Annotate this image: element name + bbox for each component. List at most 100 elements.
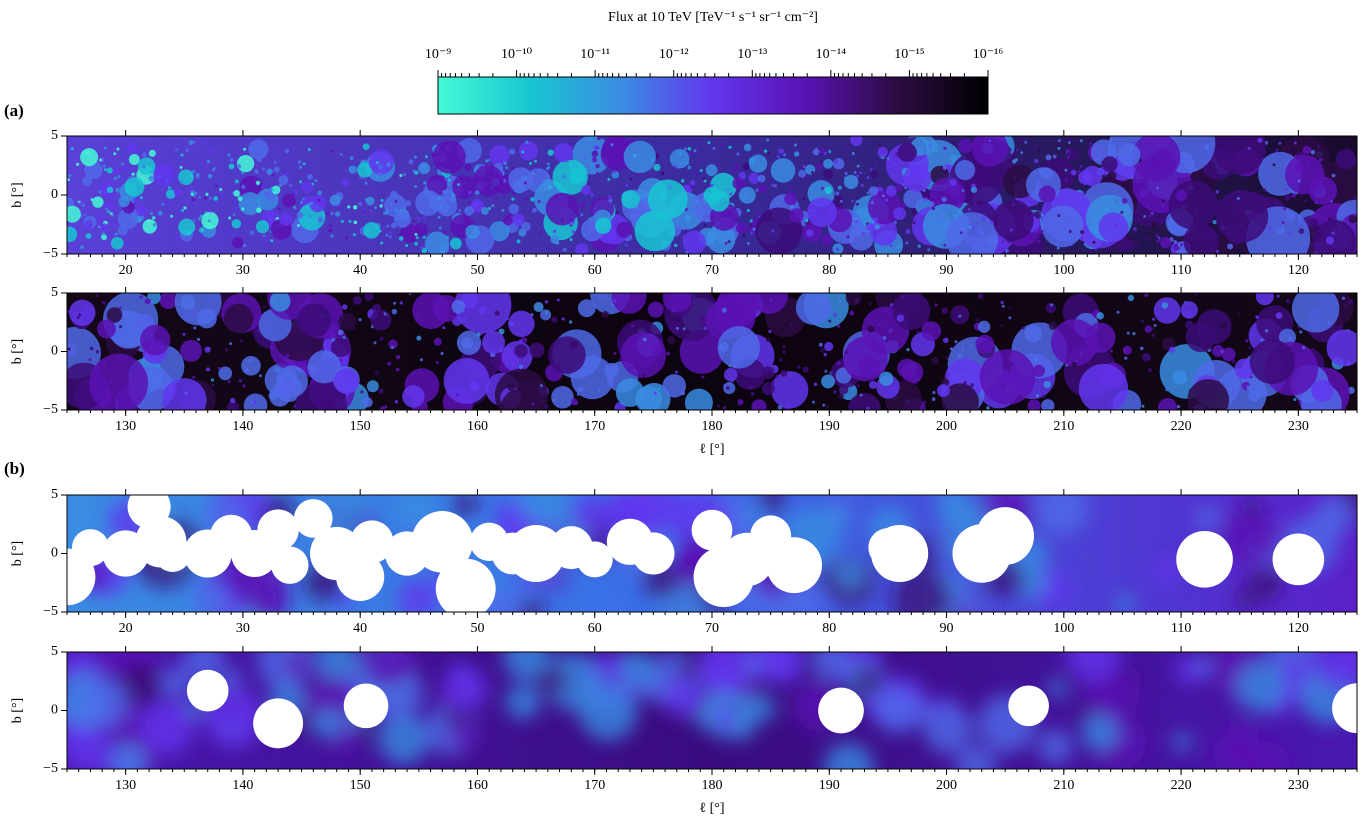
x-tick-label: 210: [1053, 778, 1074, 793]
y-axis-label: b [°]: [10, 541, 25, 566]
x-tick-label: 80: [822, 263, 836, 278]
x-tick-label: 110: [1171, 621, 1191, 636]
x-tick-label: 60: [588, 263, 602, 278]
y-tick-label: −5: [43, 402, 58, 417]
masked-source: [271, 546, 309, 584]
masked-source: [766, 537, 823, 594]
colorbar-tick-label: 10⁻¹³: [737, 47, 767, 62]
colorbar-tick-label: 10⁻¹⁴: [816, 47, 847, 62]
masked-source: [632, 532, 675, 575]
x-axis-label: ℓ [°]: [699, 801, 724, 816]
x-tick-label: 50: [470, 621, 484, 636]
sky-map: [67, 136, 1357, 254]
x-tick-label: 70: [705, 263, 719, 278]
x-tick-label: 90: [940, 263, 954, 278]
masked-source: [818, 687, 864, 734]
y-tick-label: 5: [51, 644, 58, 659]
masked-source: [507, 524, 565, 583]
x-tick-label: 230: [1288, 419, 1309, 434]
x-tick-label: 20: [119, 263, 133, 278]
colorbar-tick-label: 10⁻¹⁶: [973, 47, 1004, 62]
x-tick-label: 130: [115, 419, 136, 434]
x-tick-label: 40: [353, 621, 367, 636]
masked-source: [1332, 683, 1357, 734]
masked-source: [976, 507, 1035, 565]
x-tick-label: 230: [1288, 778, 1309, 793]
diffuse-emission: [67, 652, 1357, 769]
colorbar-tick-label: 10⁻¹⁰: [501, 47, 533, 62]
masked-source: [293, 499, 333, 538]
x-tick-label: 180: [702, 778, 723, 793]
masked-source: [186, 669, 229, 712]
masked-source: [411, 511, 474, 573]
x-tick-label: 160: [467, 778, 488, 793]
panel-label: (a): [4, 101, 24, 120]
x-tick-label: 140: [232, 419, 253, 434]
x-tick-label: 50: [470, 263, 484, 278]
x-tick-label: 120: [1288, 263, 1309, 278]
y-tick-label: −5: [43, 761, 58, 776]
sky-map: [67, 293, 1357, 410]
x-tick-label: 190: [819, 778, 840, 793]
y-tick-label: 0: [51, 703, 58, 718]
colorbar-tick-label: 10⁻⁹: [425, 47, 451, 62]
x-tick-label: 210: [1053, 419, 1074, 434]
y-tick-label: −5: [43, 246, 58, 261]
x-tick-label: 160: [467, 419, 488, 434]
x-axis-label: ℓ [°]: [699, 442, 724, 457]
y-tick-label: 5: [51, 487, 58, 502]
x-tick-label: 30: [236, 621, 250, 636]
x-tick-label: 40: [353, 263, 367, 278]
x-tick-label: 130: [115, 778, 136, 793]
x-tick-label: 30: [236, 263, 250, 278]
y-tick-label: 0: [51, 546, 58, 561]
y-tick-label: 5: [51, 128, 58, 143]
x-tick-label: 150: [350, 778, 371, 793]
x-tick-label: 110: [1171, 263, 1191, 278]
x-tick-label: 150: [350, 419, 371, 434]
y-axis-label: b [°]: [10, 182, 25, 207]
colorbar-tick-label: 10⁻¹¹: [580, 47, 610, 62]
masked-source: [71, 529, 109, 567]
sky-map: [67, 652, 1357, 769]
x-tick-label: 200: [936, 778, 957, 793]
x-tick-label: 170: [584, 778, 605, 793]
x-tick-label: 200: [936, 419, 957, 434]
y-axis-label: b [°]: [10, 698, 25, 723]
colorbar-tick-label: 10⁻¹²: [659, 47, 689, 62]
x-tick-label: 90: [940, 621, 954, 636]
masked-source: [1176, 531, 1233, 588]
masked-source: [1008, 685, 1049, 727]
x-tick-label: 170: [584, 419, 605, 434]
y-tick-label: 0: [51, 187, 58, 202]
y-axis-label: b [°]: [10, 339, 25, 364]
x-tick-label: 190: [819, 419, 840, 434]
y-tick-label: −5: [43, 604, 58, 619]
masked-source: [576, 541, 613, 578]
x-tick-label: 100: [1053, 621, 1074, 636]
y-tick-label: 5: [51, 285, 58, 300]
masked-source: [336, 552, 385, 601]
x-tick-label: 220: [1171, 778, 1192, 793]
x-tick-label: 70: [705, 621, 719, 636]
masked-source: [435, 558, 496, 612]
x-tick-label: 80: [822, 621, 836, 636]
x-tick-label: 220: [1171, 419, 1192, 434]
y-tick-label: 0: [51, 344, 58, 359]
masked-source: [691, 509, 733, 551]
x-tick-label: 120: [1288, 621, 1309, 636]
panel-label: (b): [4, 459, 25, 478]
masked-source: [253, 698, 304, 749]
masked-source: [871, 524, 929, 583]
masked-source: [154, 535, 192, 572]
colorbar-tick-label: 10⁻¹⁵: [894, 47, 925, 62]
x-tick-label: 60: [588, 621, 602, 636]
x-tick-label: 20: [119, 621, 133, 636]
colorbar: [437, 76, 989, 115]
masked-source: [1272, 533, 1325, 586]
x-tick-label: 180: [702, 419, 723, 434]
colorbar-title: Flux at 10 TeV [TeV⁻¹ s⁻¹ sr⁻¹ cm⁻²]: [608, 10, 818, 25]
sky-map: [67, 495, 1357, 612]
x-tick-label: 100: [1053, 263, 1074, 278]
